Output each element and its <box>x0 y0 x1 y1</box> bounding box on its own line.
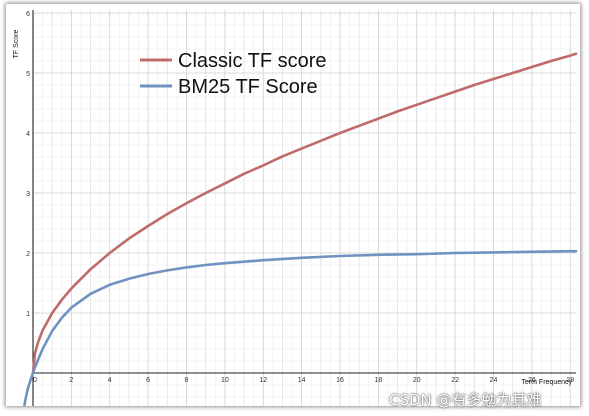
x-tick-label: 10 <box>221 377 229 384</box>
x-tick-label: 4 <box>108 377 112 384</box>
y-axis-title: TF Score <box>13 30 20 59</box>
legend-label-bm25: BM25 TF Score <box>178 76 318 98</box>
series-line-classic-tf <box>31 52 578 375</box>
y-tick-labels: 1 2 3 4 5 6 <box>26 11 30 318</box>
watermark: CSDN @有多勉为其难 <box>389 391 542 409</box>
series-lines <box>23 52 578 406</box>
major-grid <box>33 10 576 406</box>
x-tick-label: 20 <box>413 377 421 384</box>
minor-grid <box>33 10 576 406</box>
x-axis-title: Term Frequency <box>521 379 572 386</box>
legend-label-classic: Classic TF score <box>178 50 327 72</box>
axes <box>32 10 576 406</box>
series-line-bm25-tf <box>23 249 578 406</box>
x-tick-label: 22 <box>451 377 459 384</box>
y-tick-label: 5 <box>26 71 30 78</box>
x-tick-label: 0 <box>33 377 37 384</box>
y-tick-label: 2 <box>26 251 30 258</box>
y-tick-label: 3 <box>26 191 30 198</box>
legend: Classic TF score BM25 TF Score <box>140 50 327 98</box>
x-tick-label: 24 <box>490 377 498 384</box>
y-tick-label: 4 <box>26 131 30 138</box>
x-tick-label: 2 <box>69 377 73 384</box>
x-tick-label: 12 <box>259 377 267 384</box>
x-tick-labels: 0 2 4 6 8 10 12 14 16 18 20 22 24 26 28 <box>33 377 574 384</box>
y-tick-label: 6 <box>26 11 30 18</box>
x-tick-label: 14 <box>298 377 306 384</box>
x-tick-label: 16 <box>336 377 344 384</box>
x-tick-label: 18 <box>374 377 382 384</box>
y-tick-label: 1 <box>26 311 30 318</box>
x-tick-label: 26 <box>528 377 536 384</box>
x-tick-label: 6 <box>146 377 150 384</box>
x-tick-label: 8 <box>185 377 189 384</box>
x-tick-label: 28 <box>566 377 574 384</box>
